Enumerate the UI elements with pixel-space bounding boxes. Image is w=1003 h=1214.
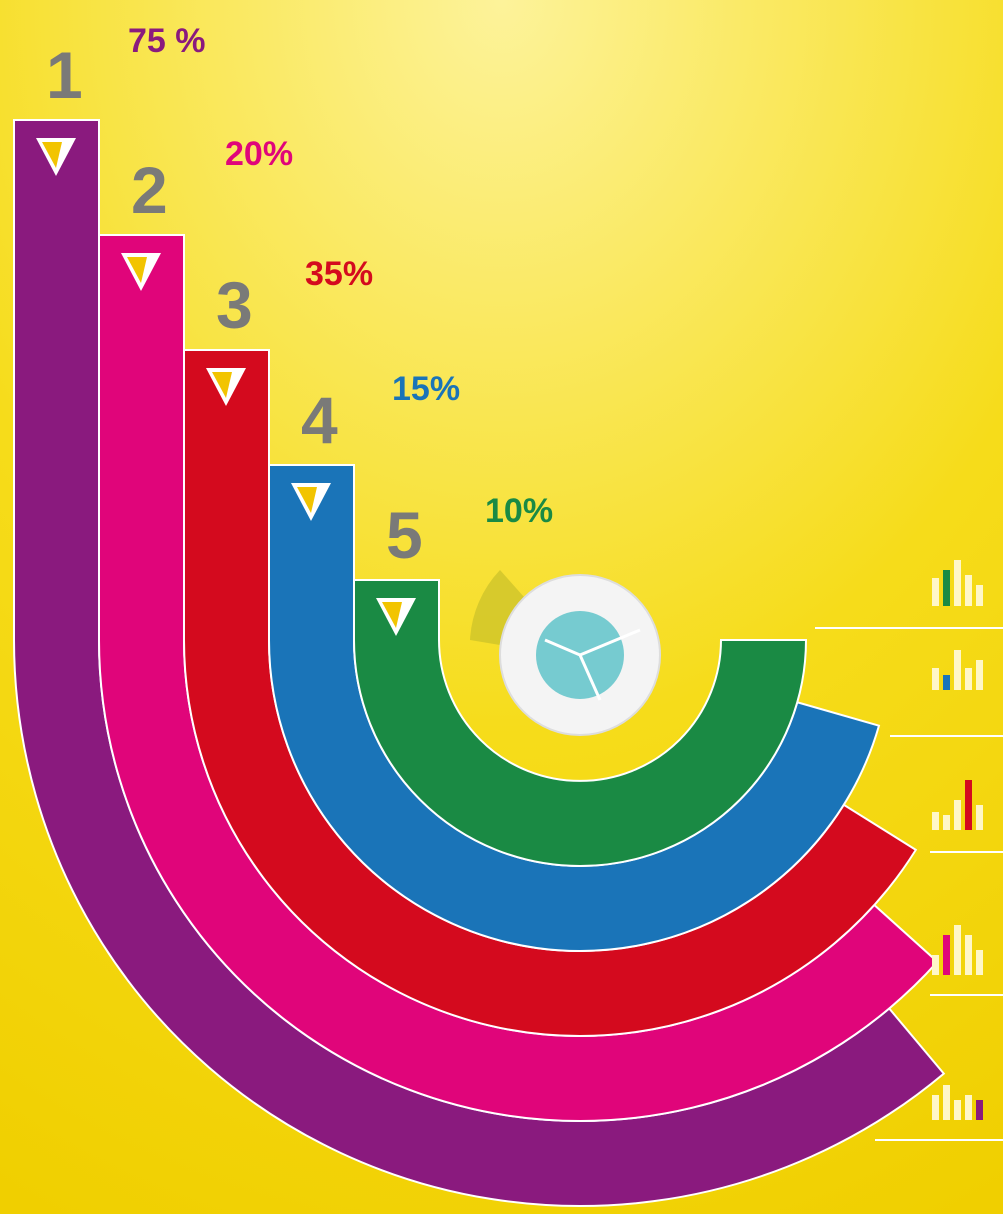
step-percent: 20% [225, 135, 293, 173]
step-percent: 15% [392, 370, 460, 408]
page: 175 %220%335%415%510% (() => { const dat… [0, 0, 1003, 1214]
step-percent: 35% [305, 255, 373, 293]
step-number: 4 [301, 383, 338, 457]
step-number: 5 [386, 498, 423, 572]
step-number: 3 [216, 268, 253, 342]
step-number: 1 [46, 38, 83, 112]
step-percent: 10% [485, 492, 553, 530]
step-number: 2 [131, 153, 168, 227]
infographic: 1 75 % 2 20% 3 35% 4 15% 5 10% [0, 0, 1003, 1214]
step-percent: 75 % [128, 22, 206, 60]
